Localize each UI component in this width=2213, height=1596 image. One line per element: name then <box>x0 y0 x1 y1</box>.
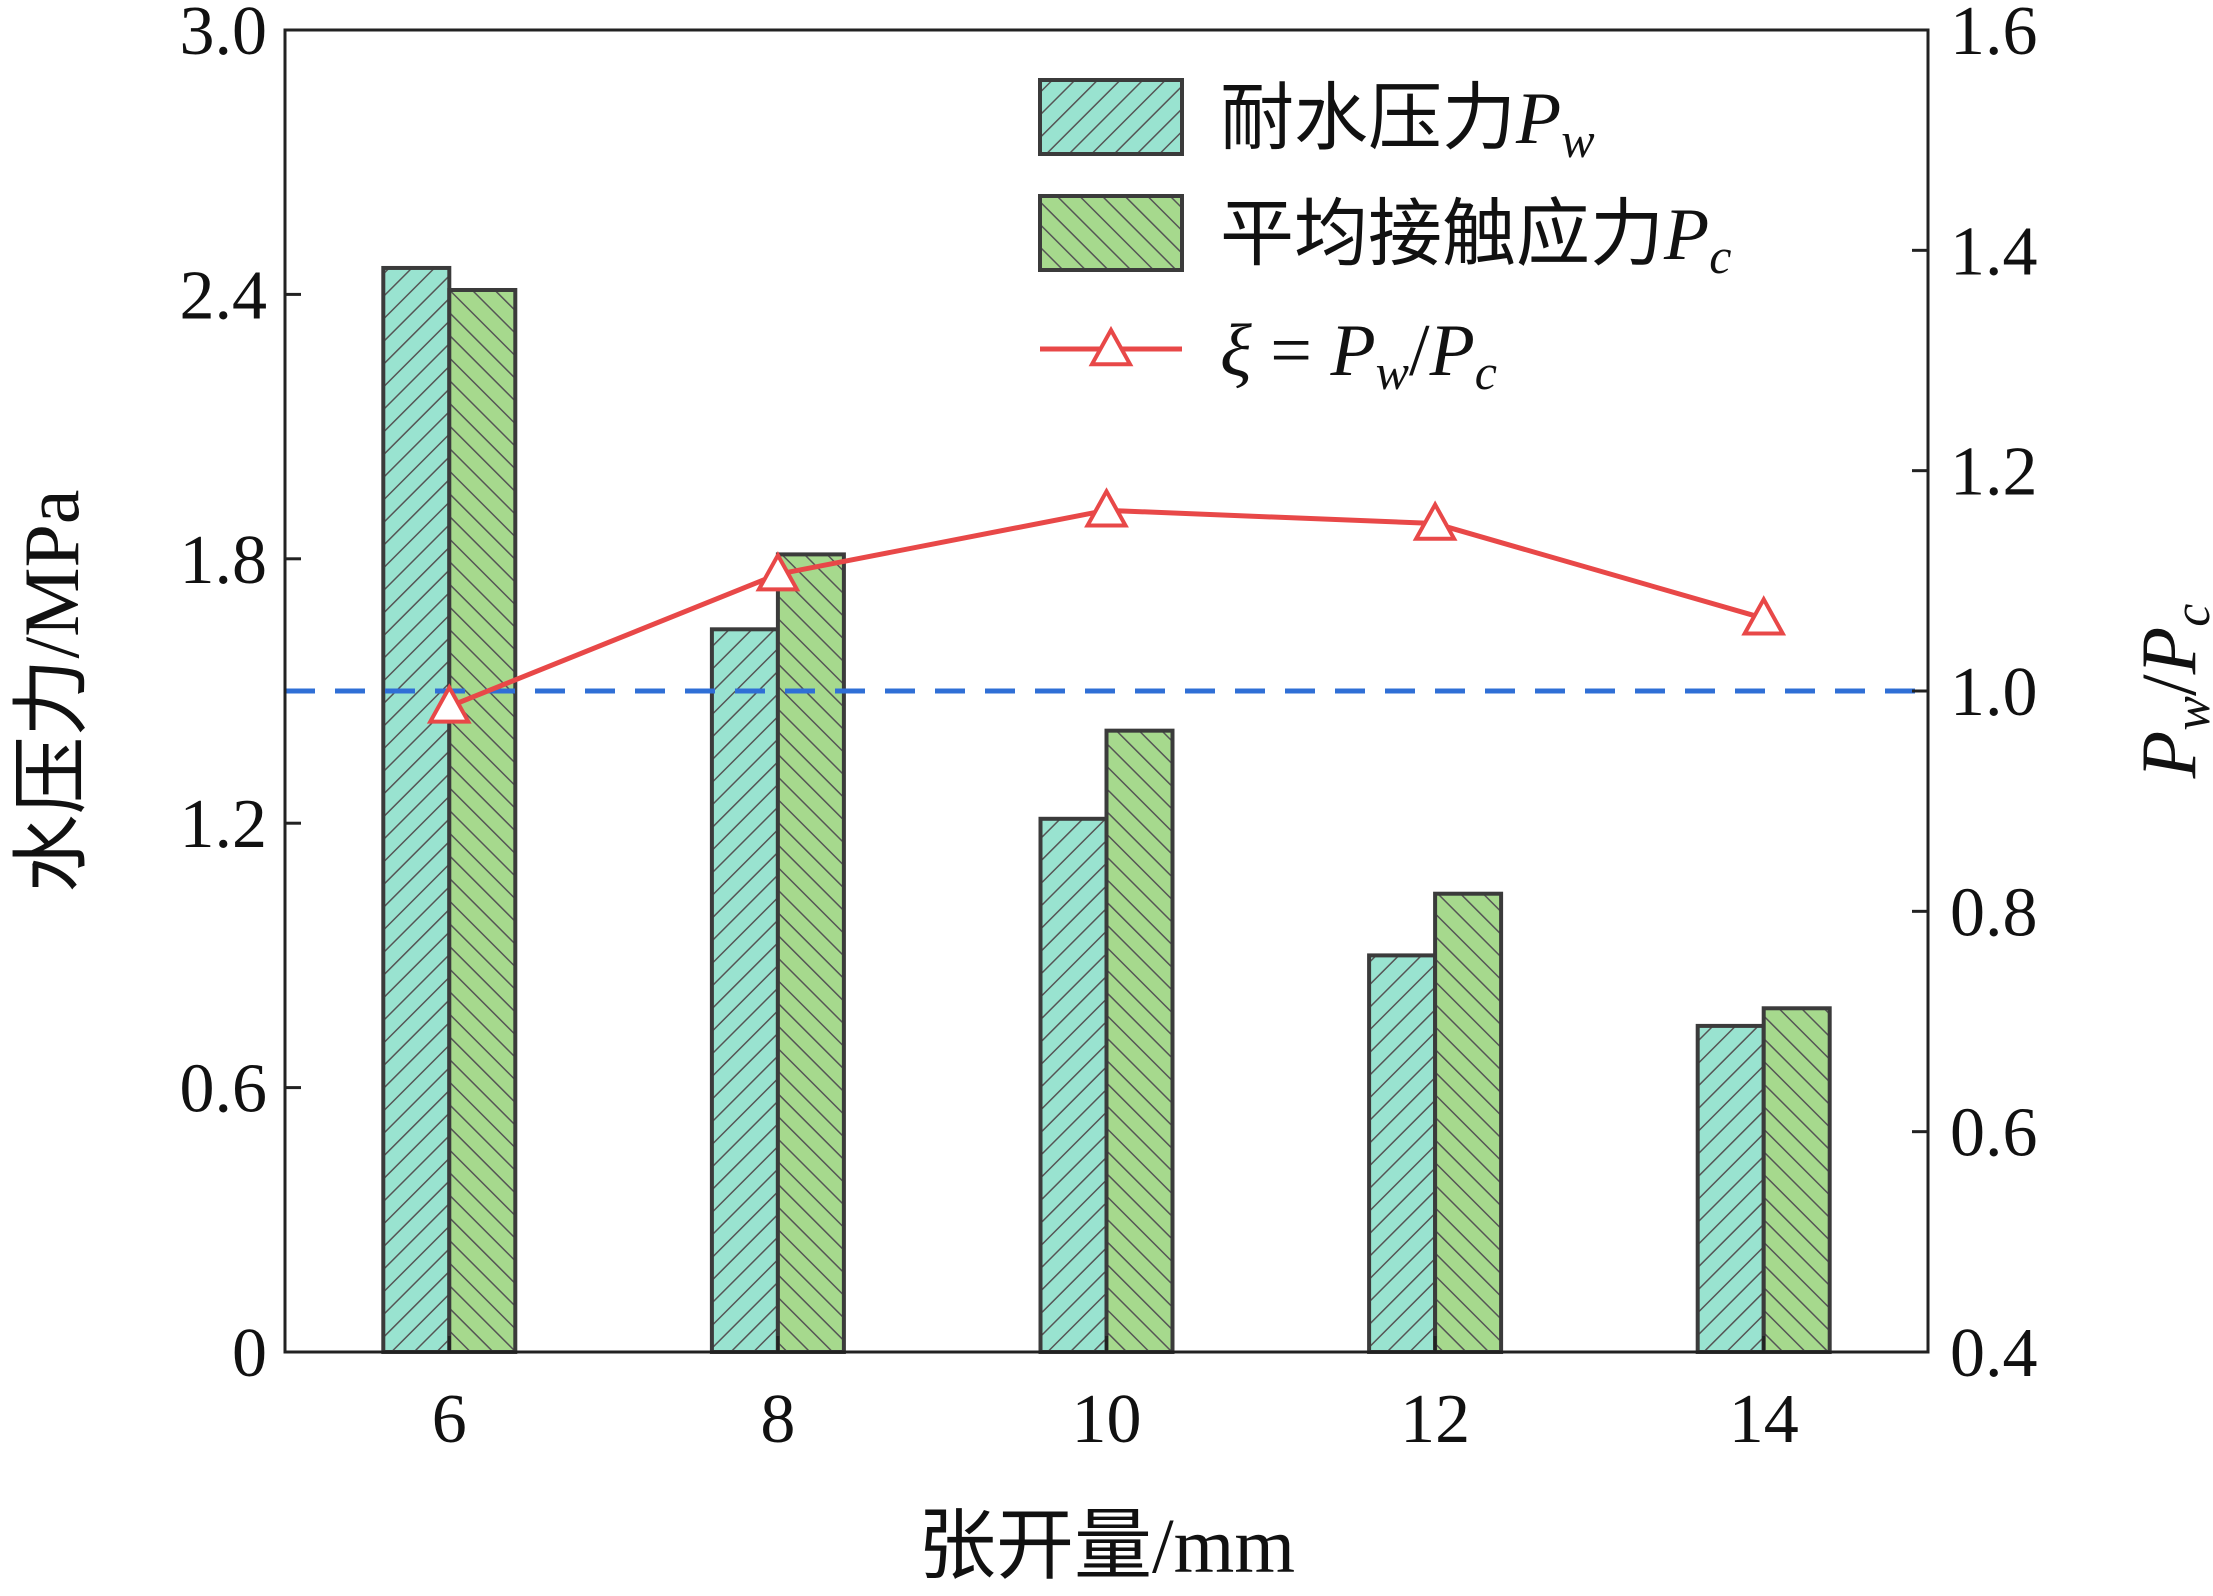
bars-layer <box>381 265 1832 1355</box>
legend-label-var-a: P <box>1329 310 1375 392</box>
legend-label-sub-1: c <box>1709 228 1731 284</box>
legend-marker <box>1088 325 1134 367</box>
y2-axis-title-slash: / <box>2125 674 2212 696</box>
x-tick-label-1: 8 <box>760 1381 795 1458</box>
x-tick-label-4: 14 <box>1729 1381 1799 1458</box>
bar-s1-3 <box>1433 891 1504 1354</box>
x-tick-label-3: 12 <box>1400 1381 1470 1458</box>
ratio-marker-4 <box>1741 595 1787 636</box>
axes-layer: 0 0.6 1.2 1.8 2.4 3.0 0.4 0.6 0.8 1.0 1.2 1.4 1.6 6 8 1… <box>180 0 2038 1458</box>
legend-label-text-1: 平均接触应力 <box>1220 194 1664 276</box>
bar-s0-2 <box>1038 816 1109 1354</box>
legend-label-sub-a: w <box>1376 344 1409 400</box>
y2-tick-label-6: 1.6 <box>1950 0 2038 70</box>
y-tick-label-4: 2.4 <box>180 257 268 334</box>
x-tick-label-0: 6 <box>432 1381 467 1458</box>
ratio-marker-0 <box>426 683 472 724</box>
y2-tick-label-5: 1.4 <box>1950 213 2038 290</box>
bar-s0-0 <box>381 265 452 1355</box>
y2-axis-title-var: P <box>2125 731 2212 780</box>
y2-tick-label-3: 1.0 <box>1950 654 2038 731</box>
y-tick-label-2: 1.2 <box>180 786 268 863</box>
legend-label-eq: = <box>1252 310 1331 392</box>
y2-axis-title: Pw/Pc <box>2125 604 2213 780</box>
y2-tick-label-2: 0.8 <box>1950 874 2038 951</box>
y-tick-label-0: 0 <box>232 1315 267 1392</box>
bar-s0-4 <box>1695 1023 1766 1354</box>
legend-swatch-0 <box>1038 78 1184 156</box>
legend-label-sub-0: w <box>1561 112 1594 168</box>
ratio-line <box>448 507 1765 709</box>
y2-tick-label-0: 0.4 <box>1950 1315 2038 1392</box>
ratio-marker-2 <box>1084 487 1129 528</box>
legend-label-var-0: P <box>1515 78 1561 160</box>
ratio-line-layer <box>426 487 1787 724</box>
bar-s0-3 <box>1367 953 1438 1355</box>
legend-label-text-0: 耐水压力 <box>1220 78 1516 160</box>
legend-label-2: ξ = Pw/Pc <box>1220 310 1497 400</box>
legend-swatch-1 <box>1038 194 1184 272</box>
y-tick-label-3: 1.8 <box>180 522 268 599</box>
y-tick-label-1: 0.6 <box>180 1051 268 1128</box>
y2-axis-title-var2: P <box>2125 627 2212 676</box>
x-axis-title: 张开量/mm <box>918 1502 1295 1589</box>
legend-label-var-1: P <box>1663 194 1709 276</box>
legend-label-sub-b: c <box>1475 344 1497 400</box>
bar-s1-4 <box>1761 1006 1832 1355</box>
y-axis-title: 水压力/MPa <box>8 489 95 892</box>
legend-label-xi: ξ <box>1220 310 1252 392</box>
ratio-marker-1 <box>755 551 801 592</box>
y2-tick-label-4: 1.2 <box>1950 434 2038 511</box>
legend-label-0: 耐水压力Pw <box>1220 78 1595 168</box>
y2-axis-title-sub: w <box>2164 696 2213 731</box>
bar-s0-1 <box>709 627 780 1354</box>
y2-axis-title-sub2: c <box>2164 604 2213 627</box>
legend-label-1: 平均接触应力Pc <box>1220 194 1731 284</box>
bar-s1-1 <box>775 552 846 1354</box>
y-tick-label-5: 3.0 <box>180 0 268 70</box>
y2-tick-label-1: 0.6 <box>1950 1095 2038 1172</box>
x-tick-label-2: 10 <box>1072 1381 1142 1458</box>
bar-s1-0 <box>447 287 518 1355</box>
ratio-marker-3 <box>1412 500 1458 541</box>
legend-label-slash: / <box>1409 310 1430 392</box>
bar-s1-2 <box>1104 728 1175 1354</box>
legend-label-var-b: P <box>1429 310 1475 392</box>
